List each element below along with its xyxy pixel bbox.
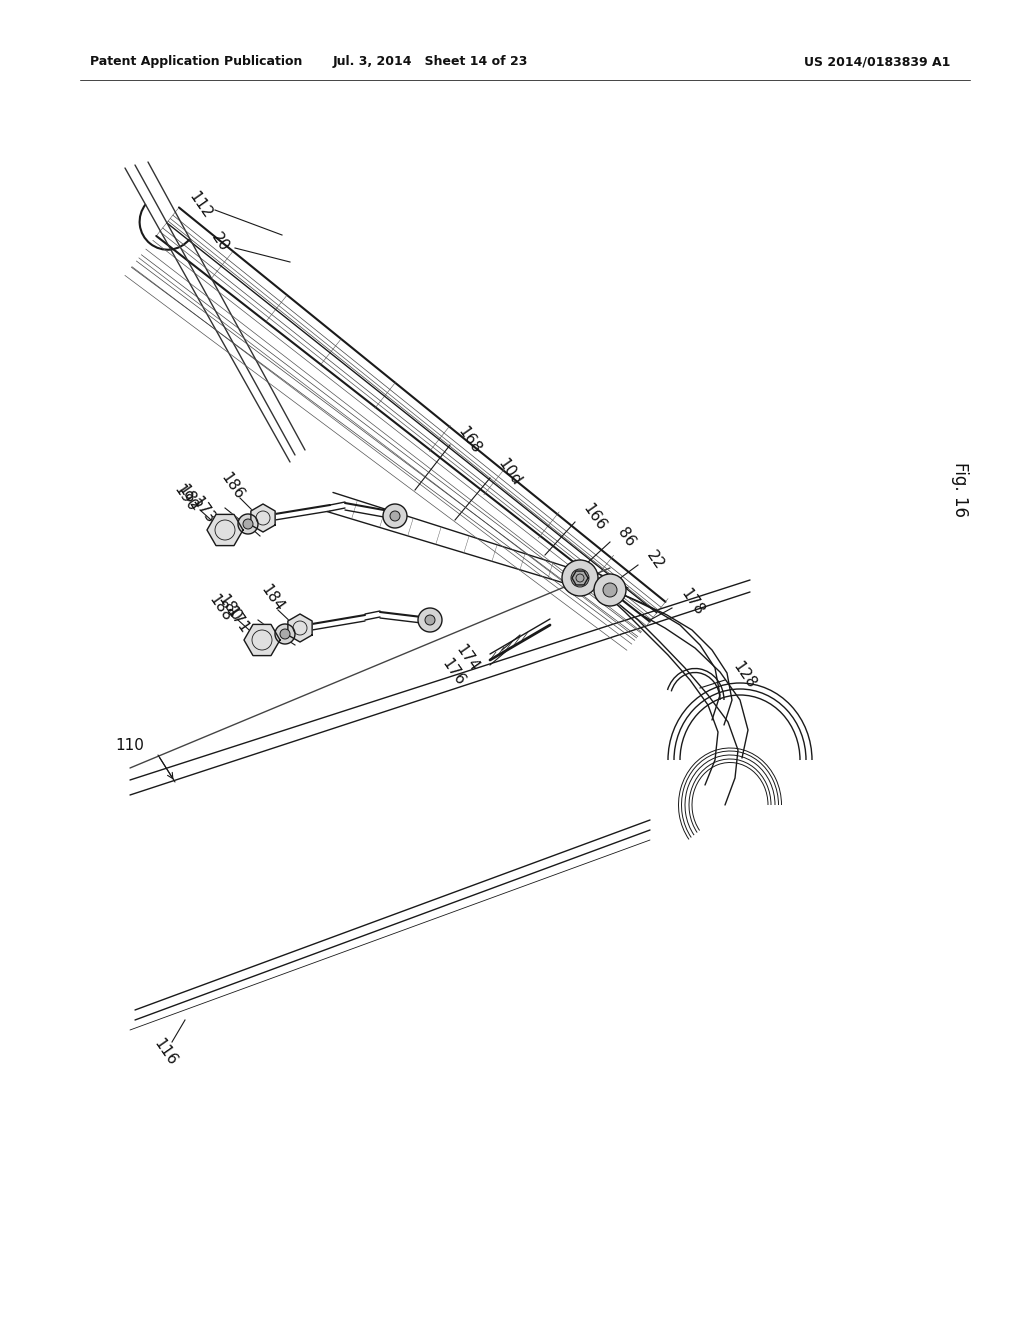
Text: 180: 180 bbox=[215, 591, 244, 624]
Circle shape bbox=[238, 513, 258, 535]
Text: 10d: 10d bbox=[495, 455, 524, 488]
Circle shape bbox=[280, 630, 290, 639]
Text: 190: 190 bbox=[171, 482, 200, 515]
Polygon shape bbox=[244, 624, 280, 656]
Text: 176: 176 bbox=[439, 656, 468, 688]
Text: 188: 188 bbox=[206, 591, 234, 624]
Circle shape bbox=[418, 609, 442, 632]
Text: 128: 128 bbox=[730, 659, 759, 692]
Circle shape bbox=[571, 569, 589, 587]
Text: 20: 20 bbox=[208, 230, 231, 255]
Text: 110: 110 bbox=[116, 738, 144, 752]
Circle shape bbox=[383, 504, 407, 528]
Text: 166: 166 bbox=[580, 500, 609, 533]
Text: 184: 184 bbox=[258, 582, 287, 614]
Polygon shape bbox=[288, 614, 312, 642]
Text: 22: 22 bbox=[643, 548, 667, 572]
Text: 186: 186 bbox=[218, 470, 247, 502]
Circle shape bbox=[390, 511, 400, 521]
Circle shape bbox=[275, 624, 295, 644]
Text: 173: 173 bbox=[189, 494, 218, 527]
Polygon shape bbox=[572, 572, 588, 585]
Polygon shape bbox=[207, 515, 243, 545]
Text: Fig. 16: Fig. 16 bbox=[951, 462, 969, 517]
Text: 168: 168 bbox=[455, 424, 484, 457]
Text: 178: 178 bbox=[678, 586, 707, 618]
Text: 182: 182 bbox=[175, 482, 204, 513]
Circle shape bbox=[594, 574, 626, 606]
Text: Patent Application Publication: Patent Application Publication bbox=[90, 55, 302, 69]
Text: US 2014/0183839 A1: US 2014/0183839 A1 bbox=[804, 55, 950, 69]
Circle shape bbox=[603, 583, 617, 597]
Circle shape bbox=[425, 615, 435, 624]
Text: 171: 171 bbox=[223, 603, 252, 636]
Polygon shape bbox=[251, 504, 275, 532]
Circle shape bbox=[562, 560, 598, 597]
Text: 86: 86 bbox=[615, 525, 638, 549]
Circle shape bbox=[243, 519, 253, 529]
Text: Jul. 3, 2014   Sheet 14 of 23: Jul. 3, 2014 Sheet 14 of 23 bbox=[333, 55, 527, 69]
Text: 112: 112 bbox=[185, 189, 214, 222]
Text: 116: 116 bbox=[151, 1036, 179, 1068]
Text: 174: 174 bbox=[454, 642, 482, 675]
